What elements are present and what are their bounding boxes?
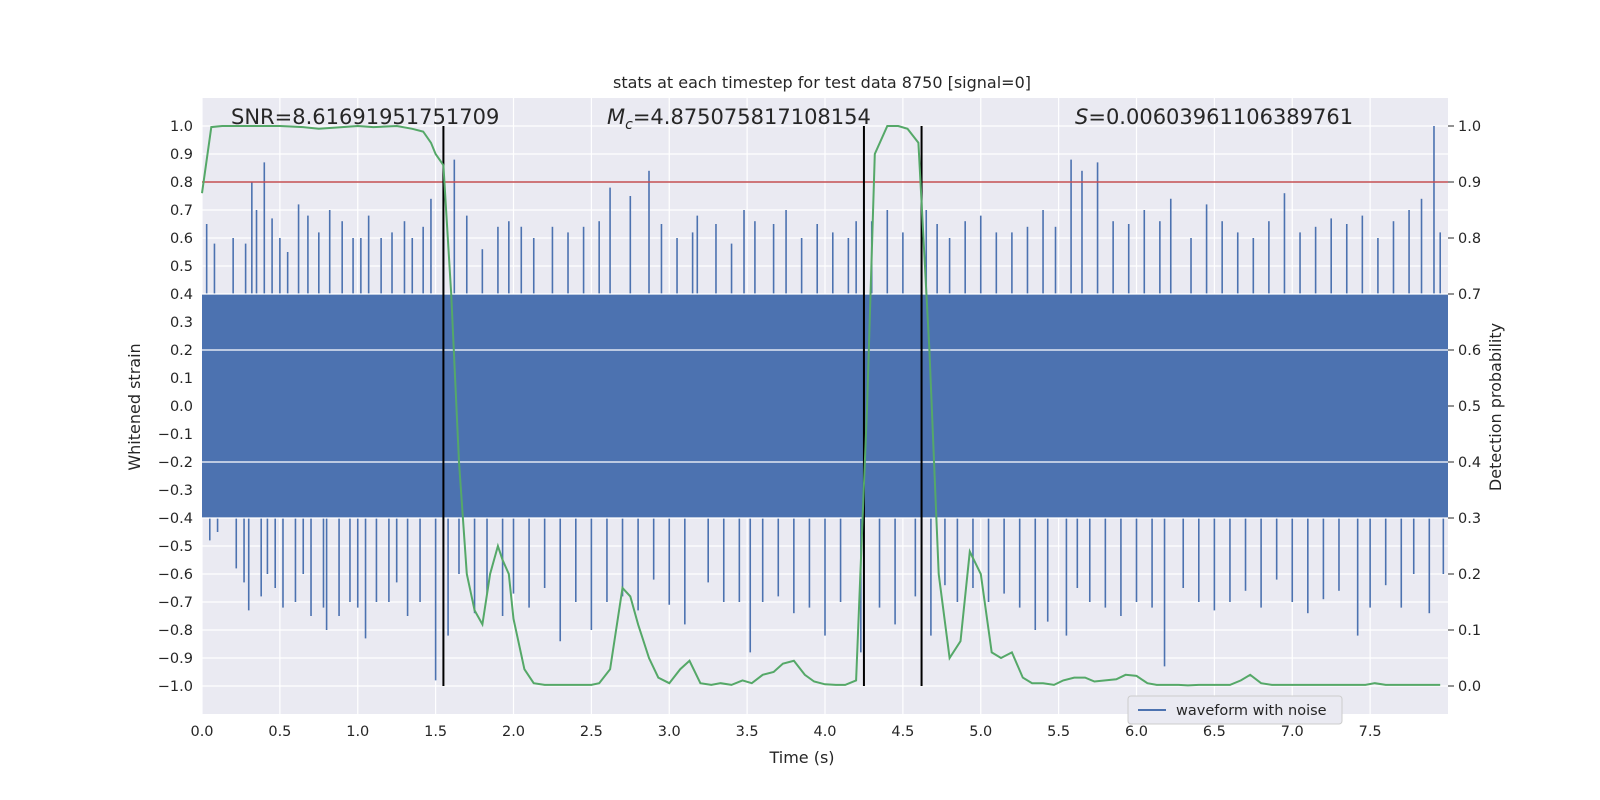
y-tick-label-left: −0.7 (158, 595, 193, 611)
y-tick-label-left: 0.7 (170, 203, 193, 219)
x-tick-label: 5.5 (1047, 724, 1070, 740)
y-tick-label-left: −0.4 (158, 511, 193, 527)
y-tick-label-left: −0.6 (158, 567, 193, 583)
chirp-mass-value: =4.875075817108154 (633, 105, 871, 129)
x-tick-label: 4.0 (813, 724, 836, 740)
y-axis-left-ticks: 1.0 0.9 0.8 0.7 0.6 0.5 0.4 0.3 0.2 0.1 0.0 −0.1 −0.… (158, 119, 193, 695)
x-tick-label: 2.0 (502, 724, 525, 740)
y-tick-label-right: 0.7 (1458, 287, 1481, 303)
y-tick-label-right: 0.3 (1458, 511, 1481, 527)
x-tick-label: 3.5 (736, 724, 759, 740)
y-tick-label-left: 0.0 (170, 399, 193, 415)
y-tick-label-left: −1.0 (158, 679, 193, 695)
y-tick-label-right: 0.4 (1458, 455, 1481, 471)
x-tick-label: 7.0 (1281, 724, 1304, 740)
x-tick-label: 2.5 (580, 724, 603, 740)
x-tick-label: 3.0 (658, 724, 681, 740)
chart-title: stats at each timestep for test data 875… (613, 73, 1031, 92)
y-tick-label-left: −0.9 (158, 651, 193, 667)
x-axis-ticks: 0.0 0.5 1.0 1.5 2.0 2.5 3.0 3.5 4.0 4.5 5.0 5.5 6.0 6… (190, 724, 1381, 740)
y-tick-label-left: −0.3 (158, 483, 193, 499)
x-tick-label: 6.0 (1125, 724, 1148, 740)
y-tick-label-right: 0.6 (1458, 343, 1481, 359)
legend: waveform with noise (1127, 695, 1343, 725)
y-tick-label-left: −0.2 (158, 455, 193, 471)
y-tick-label-right: 0.5 (1458, 399, 1481, 415)
chirp-mass-subscript: c (625, 117, 633, 133)
detection-probability-line (201, 124, 1441, 687)
y-tick-label-left: −0.5 (158, 539, 193, 555)
y-axis-right-ticks: 1.0 0.9 0.8 0.7 0.6 0.5 0.4 0.3 0.2 0.1 0.0 (1448, 119, 1481, 695)
x-tick-label: 6.5 (1203, 724, 1226, 740)
s-symbol: S (1075, 105, 1088, 129)
legend-box (1127, 695, 1343, 725)
chirp-mass-annotation: Mc=4.875075817108154 (607, 105, 871, 133)
x-tick-label: 0.0 (190, 724, 213, 740)
legend-label: waveform with noise (1176, 703, 1327, 719)
y-tick-label-right: 0.1 (1458, 623, 1481, 639)
y-axis-left-label: Whitened strain (125, 343, 144, 470)
x-tick-label: 1.5 (424, 724, 447, 740)
grid-overlay (202, 293, 1448, 519)
y-tick-label-right: 0.0 (1458, 679, 1481, 695)
x-tick-label: 5.0 (969, 724, 992, 740)
y-tick-label-left: 0.5 (170, 259, 193, 275)
s-value: =0.00603961106389761 (1088, 105, 1353, 129)
y-tick-label-right: 0.9 (1458, 175, 1481, 191)
y-tick-label-left: 0.2 (170, 343, 193, 359)
x-tick-label: 0.5 (268, 724, 291, 740)
y-tick-label-left: −0.8 (158, 623, 193, 639)
y-tick-label-left: 0.6 (170, 231, 193, 247)
x-tick-label: 4.5 (891, 724, 914, 740)
x-tick-label: 7.5 (1359, 724, 1382, 740)
waveform-core (202, 294, 1448, 518)
y-tick-label-left: 0.1 (170, 371, 193, 387)
s-annotation: S=0.00603961106389761 (1075, 105, 1353, 129)
snr-annotation: SNR=8.61691951751709 (231, 105, 499, 129)
y-tick-label-left: 0.8 (170, 175, 193, 191)
y-axis-right-label: Detection probability (1486, 323, 1505, 491)
y-tick-label-right: 0.2 (1458, 567, 1481, 583)
y-tick-label-right: 0.8 (1458, 231, 1481, 247)
waveform-series (202, 126, 1448, 681)
y-tick-label-left: 0.3 (170, 315, 193, 331)
chirp-mass-symbol: M (607, 105, 625, 129)
y-tick-label-left: 1.0 (170, 119, 193, 135)
x-tick-label: 1.0 (346, 724, 369, 740)
y-tick-label-right: 1.0 (1458, 119, 1481, 135)
y-tick-label-left: −0.1 (158, 427, 193, 443)
y-tick-label-left: 0.9 (170, 147, 193, 163)
x-axis-label: Time (s) (768, 748, 834, 767)
y-tick-label-left: 0.4 (170, 287, 193, 303)
